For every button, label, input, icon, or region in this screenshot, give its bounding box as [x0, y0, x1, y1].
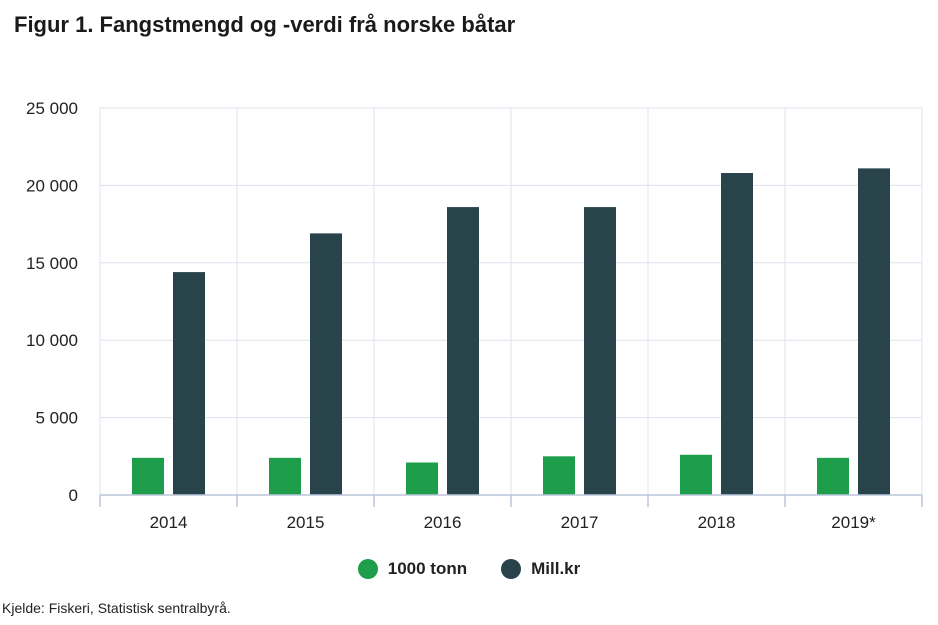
- legend-swatch-series-1: [357, 559, 378, 579]
- bar-series-2-2018[interactable]: [721, 173, 753, 496]
- bar-series-2-2014[interactable]: [173, 272, 205, 495]
- y-axis-tick-labels: 0 5 000 10 000 15 000 20 000 25 000: [26, 99, 78, 505]
- gridlines: [99, 107, 923, 495]
- y-tick-label: 20 000: [26, 176, 78, 195]
- x-axis: [99, 494, 923, 507]
- bars: [132, 168, 890, 496]
- source-note: Kjelde: Fiskeri, Statistisk sentralbyrå.: [2, 600, 231, 616]
- x-axis-tick-labels: 2014 2015 2016 2017 2018 2019*: [150, 513, 877, 532]
- legend: 1000 tonn Mill.kr: [0, 559, 938, 579]
- y-tick-label: 15 000: [26, 254, 78, 273]
- bar-series-1-2015[interactable]: [269, 457, 301, 495]
- bar-series-1-2014[interactable]: [132, 457, 164, 495]
- x-tick-label: 2014: [150, 513, 188, 532]
- chart-title: Figur 1. Fangstmengd og -verdi frå norsk…: [14, 12, 516, 37]
- bar-series-2-2017[interactable]: [584, 207, 616, 495]
- y-tick-label: 5 000: [35, 409, 78, 428]
- legend-label-series-2: Mill.kr: [531, 559, 581, 578]
- y-tick-label: 10 000: [26, 331, 78, 350]
- legend-item-series-1[interactable]: 1000 tonn: [357, 559, 468, 579]
- x-tick-label: 2016: [424, 513, 462, 532]
- bar-series-2-2016[interactable]: [447, 207, 479, 495]
- bar-series-2-2015[interactable]: [310, 233, 342, 495]
- bar-series-1-2017[interactable]: [543, 456, 575, 495]
- legend-label-series-1: 1000 tonn: [387, 559, 468, 578]
- x-tick-label: 2017: [561, 513, 599, 532]
- x-tick-label: 2019*: [831, 513, 876, 532]
- x-tick-label: 2015: [287, 513, 325, 532]
- x-tick-label: 2018: [698, 513, 736, 532]
- legend-item-series-2[interactable]: Mill.kr: [501, 559, 580, 579]
- y-tick-label: 25 000: [26, 99, 78, 118]
- y-tick-label: 0: [69, 486, 78, 505]
- bar-series-1-2019*[interactable]: [817, 457, 849, 495]
- bar-series-1-2018[interactable]: [680, 454, 712, 495]
- bar-series-2-2019*[interactable]: [858, 168, 890, 495]
- legend-swatch-series-2: [501, 559, 522, 579]
- bar-series-1-2016[interactable]: [406, 462, 438, 495]
